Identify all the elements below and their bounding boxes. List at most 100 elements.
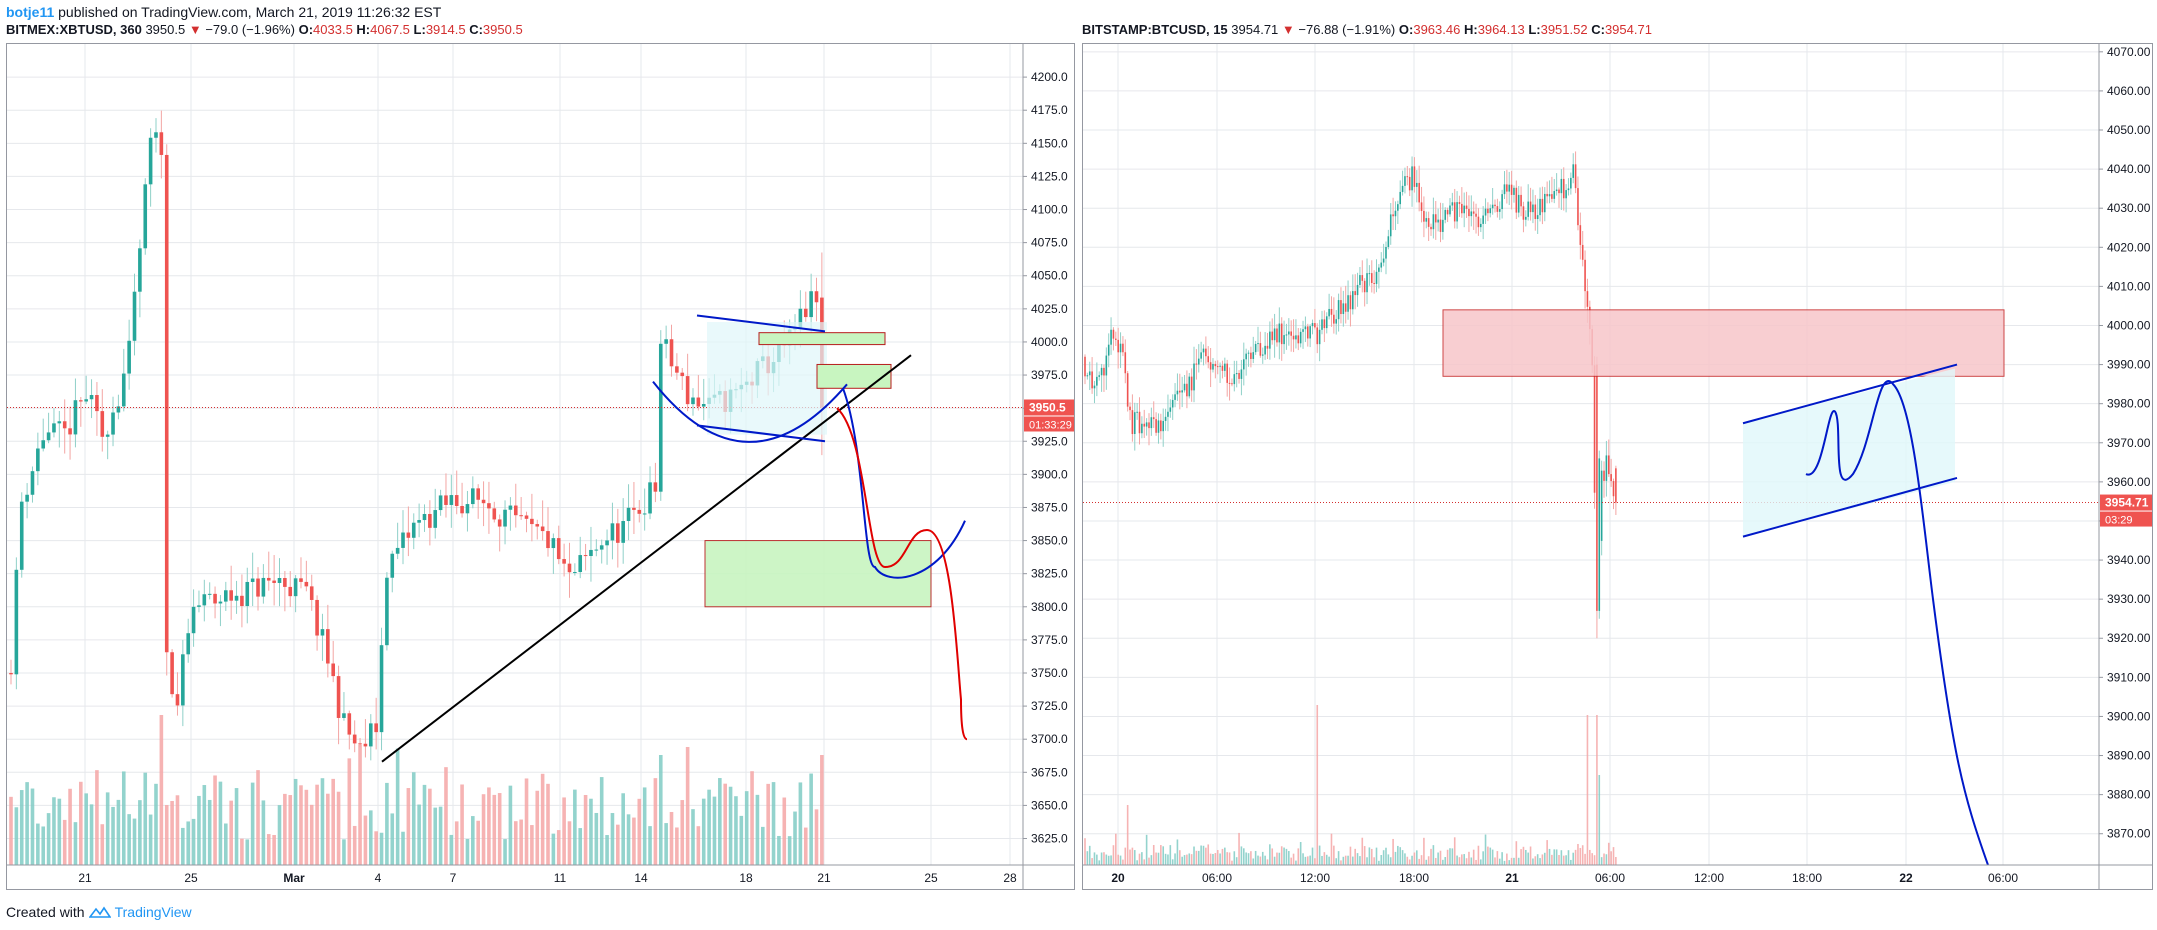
volume-bar — [1408, 859, 1411, 865]
candle-body — [1532, 204, 1534, 213]
volume-bar — [1472, 849, 1475, 865]
y-tick-label: 3725.0 — [1031, 699, 1068, 713]
candle-body — [159, 132, 164, 155]
volume-bar — [1615, 857, 1617, 865]
candle-body — [105, 434, 110, 437]
right-chart[interactable]: 4070.00 4060.00 4050.00 4040.00 4030.00 4020.… — [1083, 44, 2152, 889]
volume-bar — [326, 793, 330, 865]
y-tick-label: 4125.0 — [1031, 169, 1068, 183]
candle-body — [46, 432, 51, 441]
candle-body — [583, 555, 588, 557]
volume-bar — [728, 786, 733, 865]
volume-bar — [438, 806, 443, 865]
left-l-label: L: — [413, 22, 426, 37]
candle-body — [1100, 367, 1103, 376]
left-symbol[interactable]: BITMEX:XBTUSD, 360 — [6, 22, 142, 37]
candle-body — [111, 412, 115, 435]
candle-body — [213, 593, 217, 604]
right-symbol[interactable]: BITSTAMP:BTCUSD, 15 — [1082, 22, 1228, 37]
volume-bar — [1119, 855, 1122, 865]
candle-body — [664, 339, 668, 344]
candle-body — [1510, 184, 1513, 195]
volume-bar — [1541, 854, 1544, 865]
volume-bar — [293, 778, 298, 865]
candle-body — [1271, 331, 1274, 341]
volume-bar — [1363, 846, 1366, 865]
volume-bar — [1186, 854, 1188, 865]
candle-body — [1126, 373, 1129, 407]
author-name[interactable]: botje11 — [6, 4, 55, 20]
candle-body — [25, 494, 29, 502]
volume-bar — [1579, 847, 1582, 865]
candle-body — [417, 520, 421, 523]
right-chart-panel[interactable]: 4070.00 4060.00 4050.00 4040.00 4030.00 4020.… — [1082, 43, 2153, 890]
volume-bar — [1482, 851, 1484, 865]
x-tick-label: 22 — [1899, 871, 1913, 885]
candle-body — [1155, 419, 1157, 433]
volume-bar — [1209, 853, 1212, 865]
candle-body — [1498, 209, 1501, 212]
candle-body — [277, 578, 282, 583]
tradingview-brand[interactable]: TradingView — [114, 904, 192, 920]
volume-bar — [1567, 850, 1570, 865]
candle-body — [1278, 323, 1281, 343]
candle-body — [669, 339, 674, 367]
candle-body — [1283, 335, 1285, 345]
countdown-label: 03:29 — [2105, 515, 2133, 527]
candle-body — [1577, 188, 1579, 226]
volume-bar — [460, 784, 464, 865]
volume-bar — [207, 799, 212, 865]
volume-bar — [1603, 853, 1605, 865]
candle-body — [1207, 356, 1210, 363]
candle-body — [390, 553, 395, 578]
volume-bar — [1349, 846, 1352, 865]
candle-body — [1171, 399, 1174, 408]
volume-bar — [1221, 848, 1224, 865]
candle-body — [454, 495, 459, 506]
candle-body — [1261, 354, 1264, 356]
volume-bar — [1394, 851, 1397, 865]
right-last: 3954.71 — [1231, 22, 1279, 37]
left-chart-panel[interactable]: 4200.0 4175.0 4150.0 4125.0 4100.0 4075.0 4050… — [6, 43, 1075, 890]
candle-body — [809, 291, 813, 318]
volume-bar — [272, 834, 276, 865]
volume-bar — [1124, 847, 1127, 865]
volume-bar — [1278, 852, 1281, 865]
volume-bar — [803, 827, 808, 865]
candle-body — [1349, 295, 1352, 310]
y-tick-label: 4050.0 — [1031, 269, 1068, 283]
volume-bar — [1562, 855, 1565, 865]
candle-body — [1560, 178, 1563, 194]
candle-body — [1354, 291, 1356, 296]
candle-body — [1465, 205, 1468, 209]
volume-bar — [395, 748, 400, 865]
volume-bar — [1600, 857, 1603, 865]
volume-bar — [164, 805, 169, 865]
y-tick-label: 3925.0 — [1031, 434, 1068, 448]
volume-bar — [610, 813, 615, 865]
candle-body — [637, 509, 642, 514]
y-tick-label: 3775.0 — [1031, 633, 1068, 647]
volume-bar — [1453, 837, 1456, 865]
left-chart[interactable]: 4200.0 4175.0 4150.0 4125.0 4100.0 4075.0 4050… — [7, 44, 1074, 889]
x-tick-label: 06:00 — [1202, 871, 1232, 885]
volume-bar — [68, 788, 72, 865]
volume-bar — [1503, 860, 1506, 865]
volume-bar — [1356, 853, 1359, 865]
x-tick-label: 11 — [554, 871, 567, 885]
candle-body — [1264, 345, 1266, 355]
y-tick-label: 3970.00 — [2107, 436, 2151, 450]
volume-bar — [1515, 841, 1518, 865]
candle-body — [1131, 410, 1134, 435]
volume-bar — [1387, 854, 1390, 865]
candle-body — [1423, 210, 1425, 222]
candle-body — [562, 559, 566, 564]
candle-body — [1356, 284, 1359, 296]
volume-bar — [1477, 845, 1480, 865]
volume-bar — [1517, 857, 1520, 865]
volume-bar — [1226, 852, 1228, 865]
volume-bar — [116, 799, 121, 865]
left-last: 3950.5 — [145, 22, 186, 37]
volume-bar — [266, 834, 271, 865]
candle-body — [1330, 308, 1333, 315]
